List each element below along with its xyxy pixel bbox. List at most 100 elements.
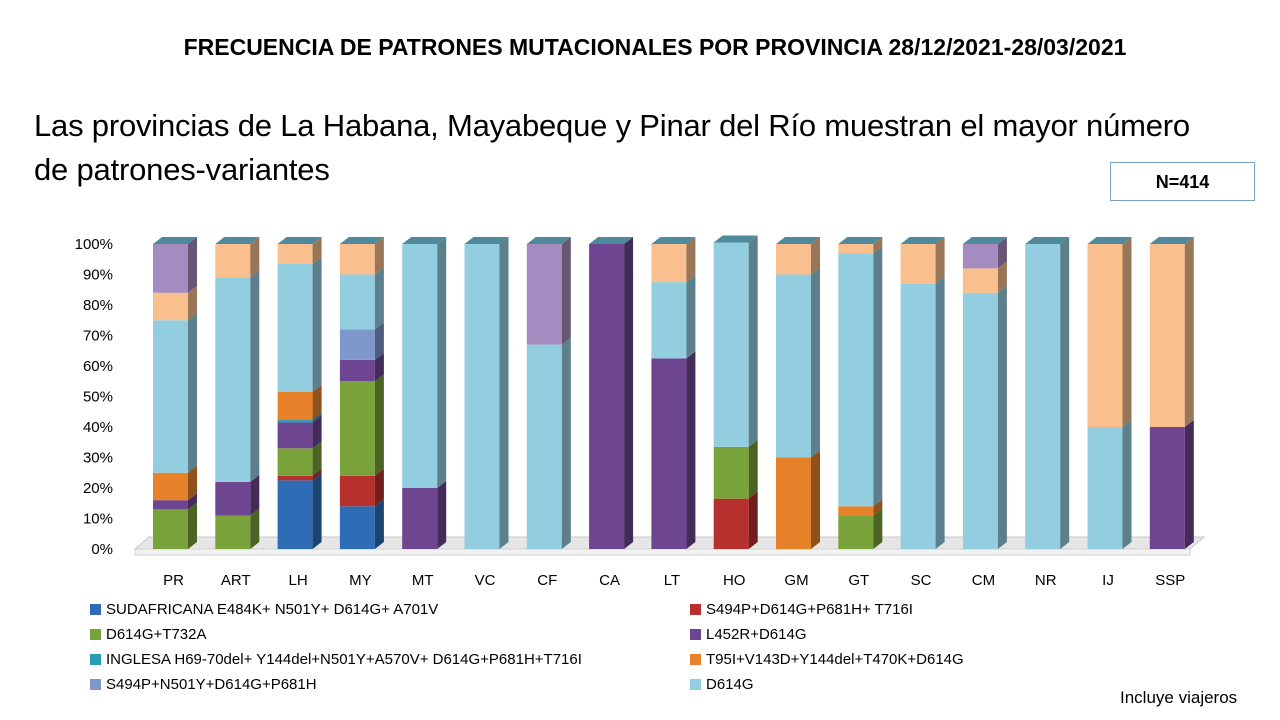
- footnote: Incluye viajeros: [1120, 688, 1238, 707]
- legend-swatch: [690, 604, 701, 615]
- bar-segment-side: [935, 237, 945, 284]
- legend-label: L452R+D614G: [706, 626, 807, 643]
- bar-segment-side: [374, 499, 384, 549]
- bar-segment: [962, 292, 998, 549]
- bar-top: [776, 237, 820, 244]
- x-tick-label: NR: [1035, 572, 1057, 589]
- bar-segment: [526, 344, 562, 549]
- bar-segment-side: [188, 313, 197, 473]
- bar-segment: [1149, 427, 1185, 549]
- chart-floor-edge: [134, 548, 1191, 556]
- bar-top: [838, 237, 883, 244]
- bar-segment: [153, 244, 188, 293]
- x-tick-label: MY: [349, 572, 372, 589]
- legend-swatch: [90, 629, 101, 640]
- bar-segment: [153, 292, 188, 321]
- bar-segment-side: [312, 441, 322, 476]
- y-tick-label: 70%: [83, 328, 113, 345]
- bar-segment: [277, 422, 313, 449]
- bar-segment: [277, 475, 313, 481]
- bar-segment: [526, 244, 562, 345]
- bar-segment: [776, 457, 811, 549]
- x-tick-label: CA: [599, 572, 620, 589]
- bar-top: [1087, 237, 1132, 244]
- bar-segment-side: [250, 270, 260, 482]
- x-tick-label: GM: [784, 572, 808, 589]
- bar-segment: [713, 498, 749, 549]
- bar-segment: [339, 506, 375, 549]
- y-tick-label: 50%: [83, 389, 113, 406]
- legend-label: T95I+V143D+Y144del+T470K+D614G: [706, 651, 964, 668]
- x-tick-label: ART: [221, 572, 251, 589]
- legend-swatch: [690, 679, 701, 690]
- x-tick-label: GT: [848, 572, 869, 589]
- bar-segment: [339, 359, 375, 382]
- bar-top: [1149, 237, 1194, 244]
- bar-segment-side: [997, 237, 1007, 269]
- bar-segment-side: [437, 237, 447, 488]
- x-tick-label: SSP: [1155, 572, 1185, 589]
- bar-segment-side: [188, 502, 197, 549]
- bar-segment-side: [1184, 420, 1194, 549]
- bar-segment: [339, 274, 375, 330]
- bar-segment-side: [1122, 420, 1132, 549]
- bar-segment-side: [811, 267, 820, 458]
- bar-segment: [153, 320, 188, 473]
- legend-swatch: [90, 654, 101, 665]
- x-tick-label: LH: [289, 572, 308, 589]
- bar-segment: [962, 268, 998, 293]
- bar-segment-side: [374, 352, 384, 382]
- x-tick-label: HO: [723, 572, 746, 589]
- legend-label: S494P+N501Y+D614G+P681H: [106, 676, 317, 693]
- bar-segment: [1025, 244, 1061, 549]
- bar-segment: [277, 263, 313, 392]
- bar-top: [526, 237, 571, 244]
- y-tick-label: 0%: [91, 541, 113, 558]
- bar-segment-side: [250, 474, 260, 516]
- x-tick-label: VC: [475, 572, 496, 589]
- bar-segment-side: [437, 481, 447, 549]
- x-tick-label: CM: [972, 572, 995, 589]
- legend-label: SUDAFRICANA E484K+ N501Y+ D614G+ A701V: [106, 601, 439, 618]
- bar-segment: [651, 244, 687, 283]
- bar-segment: [277, 244, 313, 264]
- bar-segment: [153, 509, 188, 549]
- x-tick-label: SC: [911, 572, 932, 589]
- legend-swatch: [690, 654, 701, 665]
- bar-segment-side: [312, 237, 322, 264]
- bar-segment: [339, 244, 375, 275]
- bar-segment-side: [935, 276, 945, 549]
- legend-swatch: [690, 629, 701, 640]
- legend-item: L452R+D614G: [690, 625, 807, 645]
- bar-segment-side: [374, 237, 384, 275]
- bar-segment: [651, 358, 687, 549]
- bar-segment: [464, 244, 500, 549]
- bar-segment-side: [374, 468, 384, 507]
- bar-top: [1025, 237, 1070, 244]
- bar-segment: [776, 244, 811, 275]
- stacked-bar-chart: 0% 10% 20% 30% 40% 50% 60% 70% 80% 90% 100% PR ART LH…: [75, 235, 1206, 589]
- bar-segment-side: [188, 465, 197, 501]
- bar-top: [962, 237, 1007, 244]
- bar-segment: [153, 500, 188, 510]
- bar-segment: [838, 253, 874, 507]
- y-tick-label: 90%: [83, 267, 113, 284]
- bar-segment: [900, 244, 936, 284]
- bar-top: [464, 237, 509, 244]
- bar-top: [900, 237, 945, 244]
- bar-segment-side: [561, 237, 571, 345]
- bar-segment: [1087, 427, 1123, 549]
- bar-segment: [339, 329, 375, 360]
- bar-segment: [402, 244, 438, 488]
- bar-segment-side: [188, 285, 197, 321]
- bar-segment-side: [1060, 237, 1070, 549]
- bar-segment-side: [312, 473, 322, 549]
- bar-segment-side: [873, 499, 883, 516]
- bar-segment: [713, 242, 749, 447]
- bar-top: [713, 235, 758, 243]
- bar-segment-side: [188, 493, 197, 510]
- bar-segment-side: [312, 415, 322, 449]
- bar-segment-side: [997, 261, 1007, 293]
- bar-top: [589, 237, 634, 244]
- y-tick-label: 30%: [83, 450, 113, 467]
